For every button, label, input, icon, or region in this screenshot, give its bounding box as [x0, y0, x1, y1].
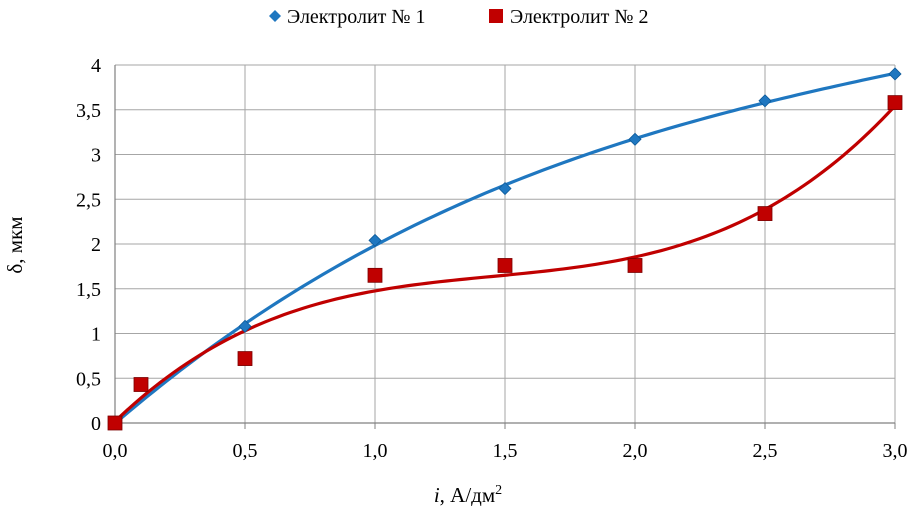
- legend-label-series-1: Электролит № 1: [287, 6, 425, 28]
- data-point-series-2: [757, 206, 773, 221]
- legend-label-series-2: Электролит № 2: [510, 6, 648, 28]
- x-tick-label: 3,0: [883, 440, 908, 462]
- y-tick-label: 2,5: [76, 189, 101, 211]
- x-axis-title-symbol: i: [434, 483, 440, 507]
- grid: [114, 64, 896, 429]
- x-axis-title: i, А/дм2: [434, 483, 502, 507]
- tick-labels: 0 0,5 1 1,5 2 2,5 3 3,5 4 0,0 0,5 1,0 1,5 2,0 2,5 3,0: [76, 55, 908, 462]
- y-tick-label: 4: [91, 55, 101, 77]
- y-tick-label: 3,5: [76, 100, 101, 122]
- y-tick-label: 1: [91, 324, 101, 346]
- data-point-series-2: [237, 351, 253, 366]
- y-tick-label: 0: [91, 413, 101, 435]
- x-tick-label: 2,5: [753, 440, 778, 462]
- y-axis-title: δ, мкм: [3, 216, 27, 273]
- data-point-series-2: [627, 258, 643, 273]
- legend: Электролит № 1 Электролит № 2: [269, 6, 648, 28]
- y-tick-label: 1,5: [76, 279, 101, 301]
- data-point-series-1: [628, 132, 642, 146]
- legend-marker-series-1: [269, 10, 281, 22]
- data-point-series-2: [887, 95, 903, 110]
- x-axis-title-exponent: 2: [495, 483, 502, 498]
- data-point-series-2: [367, 267, 383, 283]
- data-point-series-2: [133, 377, 149, 392]
- data-point-series-2: [107, 415, 123, 431]
- y-tick-label: 3: [91, 145, 101, 167]
- data-point-series-1: [888, 67, 902, 81]
- data-point-series-1: [238, 319, 252, 333]
- x-tick-label: 2,0: [623, 440, 648, 462]
- x-tick-label: 1,5: [493, 440, 518, 462]
- y-tick-label: 0,5: [76, 368, 101, 390]
- x-tick-label: 0,0: [103, 440, 128, 462]
- data-point-series-1: [368, 233, 382, 247]
- data-point-series-2: [497, 258, 513, 273]
- data-points: [107, 67, 903, 431]
- data-point-series-1: [498, 181, 512, 196]
- x-axis-title-unit: , А/дм: [440, 483, 495, 507]
- legend-marker-series-2: [489, 9, 503, 23]
- x-tick-label: 0,5: [233, 440, 258, 462]
- y-tick-label: 2: [91, 234, 101, 256]
- x-tick-label: 1,0: [363, 440, 388, 462]
- data-point-series-1: [758, 94, 772, 108]
